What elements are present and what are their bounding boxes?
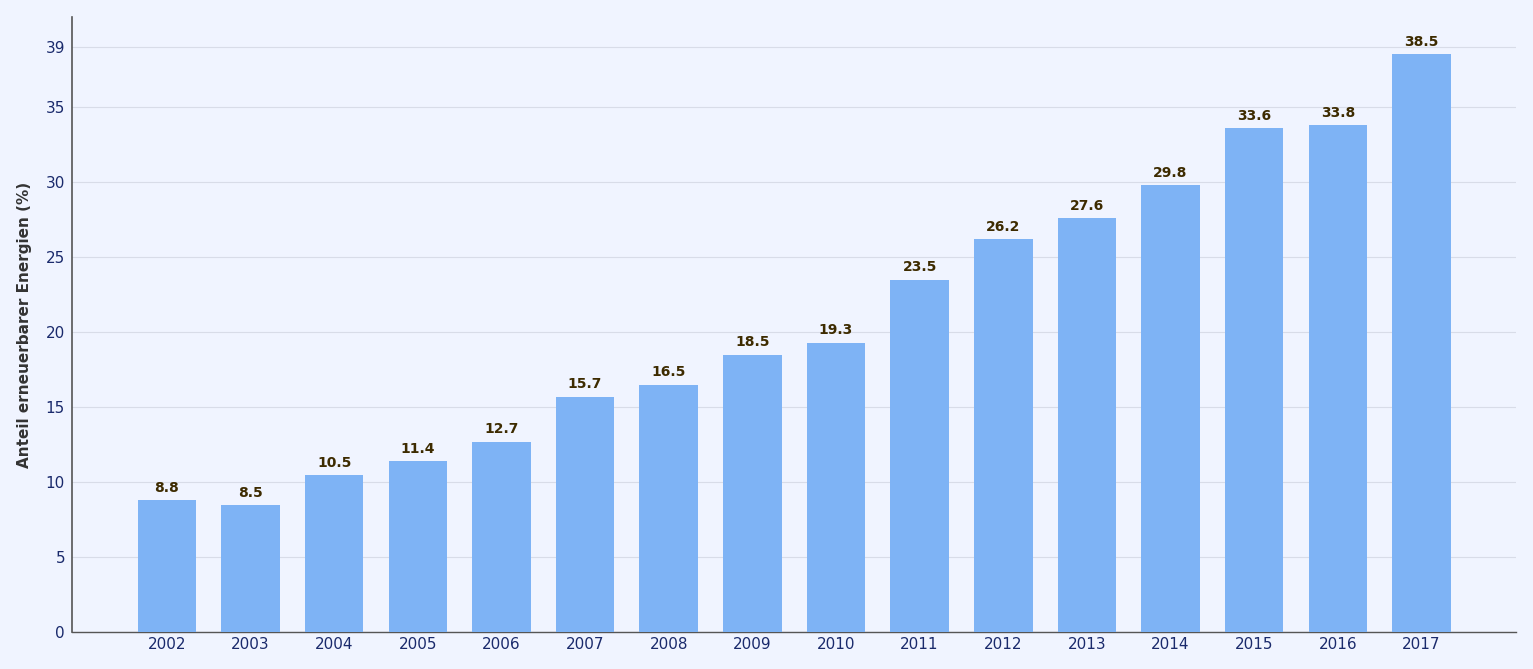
- Text: 19.3: 19.3: [819, 323, 852, 337]
- Bar: [388, 461, 448, 632]
- Bar: [1392, 54, 1450, 632]
- Bar: [556, 397, 615, 632]
- Bar: [1309, 125, 1367, 632]
- Bar: [639, 385, 698, 632]
- Bar: [973, 239, 1033, 632]
- Bar: [1225, 128, 1283, 632]
- Text: 10.5: 10.5: [317, 456, 351, 470]
- Text: 29.8: 29.8: [1153, 166, 1188, 180]
- Text: 18.5: 18.5: [736, 335, 770, 349]
- Text: 11.4: 11.4: [400, 442, 435, 456]
- Y-axis label: Anteil erneuerbarer Energien (%): Anteil erneuerbarer Energien (%): [17, 181, 32, 468]
- Text: 16.5: 16.5: [652, 365, 685, 379]
- Bar: [806, 343, 865, 632]
- Bar: [891, 280, 949, 632]
- Bar: [472, 442, 530, 632]
- Text: 15.7: 15.7: [567, 377, 602, 391]
- Text: 26.2: 26.2: [986, 219, 1021, 233]
- Bar: [221, 505, 281, 632]
- Bar: [138, 500, 196, 632]
- Text: 23.5: 23.5: [903, 260, 937, 274]
- Text: 33.6: 33.6: [1237, 108, 1271, 122]
- Text: 8.5: 8.5: [238, 486, 264, 500]
- Bar: [1141, 185, 1200, 632]
- Text: 12.7: 12.7: [484, 422, 518, 436]
- Bar: [724, 355, 782, 632]
- Text: 27.6: 27.6: [1070, 199, 1104, 213]
- Bar: [1058, 218, 1116, 632]
- Bar: [305, 475, 363, 632]
- Text: 33.8: 33.8: [1320, 106, 1355, 120]
- Text: 38.5: 38.5: [1404, 35, 1438, 49]
- Text: 8.8: 8.8: [155, 481, 179, 495]
